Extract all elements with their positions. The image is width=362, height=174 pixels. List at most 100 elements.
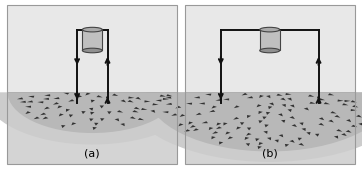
Polygon shape <box>135 97 141 100</box>
Polygon shape <box>85 93 90 96</box>
Polygon shape <box>100 118 105 121</box>
Polygon shape <box>290 116 295 119</box>
Polygon shape <box>268 106 272 109</box>
Polygon shape <box>246 133 252 136</box>
Polygon shape <box>299 122 303 125</box>
Polygon shape <box>25 111 31 114</box>
Polygon shape <box>356 115 362 117</box>
Polygon shape <box>160 95 166 97</box>
Polygon shape <box>115 118 119 121</box>
Polygon shape <box>27 100 33 102</box>
Polygon shape <box>257 104 262 107</box>
Polygon shape <box>324 102 330 104</box>
Polygon shape <box>96 95 103 97</box>
Polygon shape <box>151 110 155 113</box>
Polygon shape <box>304 108 309 110</box>
Polygon shape <box>306 132 311 135</box>
Polygon shape <box>138 118 144 120</box>
Polygon shape <box>184 129 190 132</box>
Polygon shape <box>81 111 86 114</box>
Polygon shape <box>287 109 292 112</box>
Polygon shape <box>228 136 233 139</box>
Polygon shape <box>265 124 269 127</box>
Ellipse shape <box>260 48 279 53</box>
Polygon shape <box>117 110 123 113</box>
Polygon shape <box>165 97 172 98</box>
Polygon shape <box>166 103 172 105</box>
Polygon shape <box>352 105 358 107</box>
Polygon shape <box>216 126 222 129</box>
Polygon shape <box>194 96 200 98</box>
Polygon shape <box>171 113 177 116</box>
Polygon shape <box>144 100 151 102</box>
Bar <box>7 5 177 164</box>
Polygon shape <box>310 102 316 104</box>
Polygon shape <box>223 122 228 126</box>
Polygon shape <box>69 114 73 117</box>
Wedge shape <box>0 92 201 144</box>
Polygon shape <box>53 102 59 105</box>
Wedge shape <box>147 92 362 151</box>
Polygon shape <box>280 98 286 101</box>
Polygon shape <box>43 98 49 100</box>
Polygon shape <box>334 136 338 139</box>
Polygon shape <box>285 93 292 95</box>
Polygon shape <box>290 105 295 108</box>
Polygon shape <box>89 108 93 111</box>
Polygon shape <box>342 103 348 105</box>
Polygon shape <box>289 140 295 143</box>
Polygon shape <box>53 97 60 99</box>
Polygon shape <box>63 93 70 95</box>
Polygon shape <box>190 125 196 128</box>
Polygon shape <box>37 101 43 103</box>
Polygon shape <box>42 117 49 119</box>
Polygon shape <box>247 128 251 130</box>
Polygon shape <box>212 131 218 134</box>
Polygon shape <box>234 105 240 108</box>
Polygon shape <box>240 122 244 125</box>
Polygon shape <box>209 127 213 130</box>
Polygon shape <box>71 122 76 125</box>
Text: (b): (b) <box>262 148 278 158</box>
Polygon shape <box>59 113 64 116</box>
Polygon shape <box>319 98 325 100</box>
Polygon shape <box>25 106 31 108</box>
Polygon shape <box>351 109 357 111</box>
Polygon shape <box>351 125 357 127</box>
Polygon shape <box>266 95 270 98</box>
Polygon shape <box>215 99 222 101</box>
Polygon shape <box>61 125 66 128</box>
Polygon shape <box>334 115 340 118</box>
Polygon shape <box>308 95 314 97</box>
Polygon shape <box>358 123 362 126</box>
Polygon shape <box>132 110 139 112</box>
Wedge shape <box>125 92 362 162</box>
Polygon shape <box>68 99 75 102</box>
Polygon shape <box>319 117 324 120</box>
Polygon shape <box>337 100 344 102</box>
Polygon shape <box>66 109 70 112</box>
Polygon shape <box>175 106 181 108</box>
Polygon shape <box>245 137 249 140</box>
Polygon shape <box>258 111 263 114</box>
Ellipse shape <box>83 27 102 32</box>
Polygon shape <box>267 137 271 140</box>
Text: (a): (a) <box>84 148 100 158</box>
Polygon shape <box>152 103 159 105</box>
Polygon shape <box>259 95 264 98</box>
Polygon shape <box>57 105 63 108</box>
Polygon shape <box>91 100 95 103</box>
Polygon shape <box>216 123 221 126</box>
Polygon shape <box>193 128 199 131</box>
Polygon shape <box>298 138 302 141</box>
Bar <box>185 5 355 164</box>
Polygon shape <box>199 102 205 105</box>
Polygon shape <box>163 98 169 100</box>
Polygon shape <box>266 112 270 115</box>
Polygon shape <box>134 107 140 109</box>
Polygon shape <box>269 102 274 106</box>
Polygon shape <box>341 133 347 136</box>
Polygon shape <box>336 129 342 132</box>
Polygon shape <box>233 117 239 120</box>
Polygon shape <box>34 117 40 119</box>
